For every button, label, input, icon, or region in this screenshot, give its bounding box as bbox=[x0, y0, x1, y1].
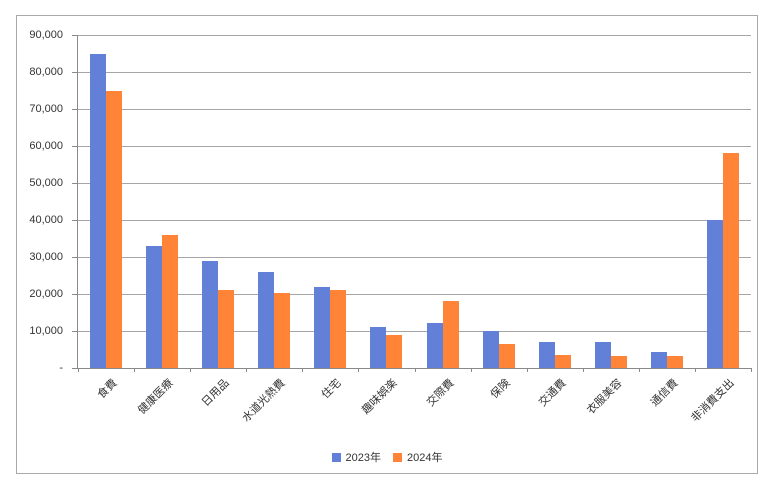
x-axis-tick bbox=[638, 368, 640, 372]
bar-2024年-住宅 bbox=[330, 290, 347, 368]
x-axis-tick bbox=[358, 368, 360, 372]
y-tick-label: 50,000 bbox=[29, 177, 63, 189]
bar-2024年-交際費 bbox=[442, 301, 459, 368]
x-tick-label: 非消費支出 bbox=[689, 377, 737, 425]
legend-item-2024年: 2024年 bbox=[393, 449, 442, 465]
bar-2023年-水道光熱費 bbox=[258, 271, 275, 368]
bar-2023年-住宅 bbox=[314, 286, 331, 368]
gridline bbox=[78, 109, 751, 110]
bar-2023年-保険 bbox=[482, 331, 499, 368]
y-axis-tick bbox=[72, 294, 77, 295]
x-axis-tick bbox=[78, 368, 79, 372]
y-tick-label: 30,000 bbox=[29, 251, 63, 263]
y-tick-label: 90,000 bbox=[29, 29, 63, 41]
bar-2023年-通信費 bbox=[650, 352, 667, 368]
x-tick-label: 衣服美容 bbox=[584, 377, 625, 417]
y-axis-tick bbox=[72, 146, 77, 147]
y-axis-tick bbox=[72, 183, 77, 184]
x-axis-tick bbox=[582, 368, 584, 372]
y-axis-tick bbox=[72, 257, 77, 258]
bar-2023年-健康医療 bbox=[146, 245, 163, 368]
y-axis-tick bbox=[72, 220, 77, 221]
x-axis-tick bbox=[751, 368, 752, 372]
y-tick-label: - bbox=[59, 362, 63, 374]
bar-2024年-健康医療 bbox=[162, 234, 179, 368]
y-tick-label: 10,000 bbox=[29, 325, 63, 337]
bar-2024年-食費 bbox=[106, 90, 123, 368]
bar-2024年-保険 bbox=[498, 343, 515, 368]
bar-2024年-水道光熱費 bbox=[274, 292, 291, 368]
legend-item-2023年: 2023年 bbox=[331, 449, 381, 465]
bar-2024年-衣服美容 bbox=[610, 355, 627, 368]
x-axis-tick bbox=[470, 368, 472, 372]
y-tick-label: 60,000 bbox=[29, 140, 63, 152]
gridline bbox=[78, 35, 751, 36]
x-tick-label: 交際費 bbox=[424, 377, 457, 409]
x-tick-label: 水道光熱費 bbox=[240, 377, 288, 425]
bar-2024年-日用品 bbox=[218, 290, 235, 368]
bar-2023年-趣味娯楽 bbox=[370, 327, 387, 368]
y-tick-label: 20,000 bbox=[29, 288, 63, 300]
plot-area bbox=[72, 35, 752, 372]
bar-2023年-日用品 bbox=[202, 260, 219, 368]
x-tick-label: 食費 bbox=[95, 377, 120, 402]
gridline bbox=[78, 183, 751, 184]
gridline bbox=[78, 257, 751, 258]
y-axis-tick bbox=[72, 35, 77, 36]
x-tick-label: 保険 bbox=[488, 377, 513, 402]
chart-legend: 2023年 2024年 bbox=[17, 449, 757, 465]
x-tick-label: 交通費 bbox=[536, 377, 569, 409]
x-axis-tick bbox=[134, 368, 136, 372]
x-tick-label: 日用品 bbox=[200, 377, 232, 409]
x-axis-tick bbox=[414, 368, 416, 372]
bar-2024年-非消費支出 bbox=[722, 153, 739, 368]
gridline bbox=[78, 331, 751, 332]
legend-label: 2024年 bbox=[407, 452, 443, 464]
gridline bbox=[78, 294, 751, 295]
legend-label: 2023年 bbox=[345, 452, 381, 464]
bar-chart: 90,000 80,000 70,000 60,000 50,000 40,000 30,0… bbox=[16, 15, 758, 474]
y-axis-tick bbox=[72, 109, 77, 110]
y-axis-tick bbox=[72, 72, 77, 73]
x-tick-label: 趣味娯楽 bbox=[360, 377, 401, 417]
y-tick-label: 70,000 bbox=[29, 103, 63, 115]
bar-2023年-食費 bbox=[90, 53, 107, 368]
legend-swatch-icon bbox=[331, 452, 341, 462]
x-axis-tick bbox=[246, 368, 248, 372]
gridline bbox=[78, 72, 751, 73]
x-axis-tick bbox=[526, 368, 528, 372]
gridline bbox=[78, 146, 751, 147]
bar-2024年-交通費 bbox=[554, 354, 571, 368]
y-tick-label: 80,000 bbox=[29, 66, 63, 78]
y-axis-tick bbox=[72, 368, 77, 369]
bar-2023年-交際費 bbox=[426, 322, 443, 368]
bar-2023年-衣服美容 bbox=[594, 342, 611, 368]
x-axis-tick bbox=[302, 368, 304, 372]
x-axis-tick bbox=[190, 368, 192, 372]
bar-2024年-通信費 bbox=[666, 355, 683, 368]
y-tick-label: 40,000 bbox=[29, 214, 63, 226]
bar-2024年-趣味娯楽 bbox=[386, 334, 403, 368]
gridline bbox=[78, 220, 751, 221]
y-axis-tick bbox=[72, 331, 77, 332]
bar-2023年-交通費 bbox=[538, 342, 555, 368]
x-tick-label: 通信費 bbox=[648, 377, 681, 409]
x-axis-tick bbox=[694, 368, 696, 372]
legend-swatch-icon bbox=[393, 452, 402, 462]
bar-2023年-非消費支出 bbox=[706, 220, 723, 368]
x-tick-label: 住宅 bbox=[319, 377, 344, 402]
x-tick-label: 健康医療 bbox=[136, 377, 176, 417]
